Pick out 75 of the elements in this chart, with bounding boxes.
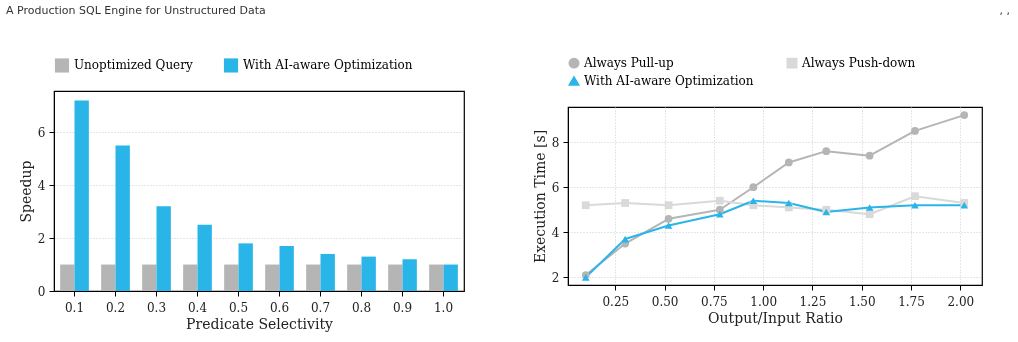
y-tick-label: 6 <box>551 180 560 195</box>
bar <box>60 264 75 291</box>
bar <box>429 264 444 291</box>
text: , , <box>999 4 1010 17</box>
point <box>664 214 673 223</box>
bar <box>183 264 198 291</box>
x-tick-label: 0.2 <box>105 300 126 315</box>
x-tick-label: 2.00 <box>947 294 975 309</box>
bar <box>347 264 362 291</box>
x-tick-label: 1.50 <box>848 294 876 309</box>
bar <box>224 264 239 291</box>
bar <box>156 206 171 291</box>
bar <box>265 264 280 291</box>
bar <box>101 264 116 291</box>
y-axis-title: Speedup <box>17 160 34 223</box>
x-tick-label: 0.5 <box>228 300 249 315</box>
bar <box>238 243 253 291</box>
bar <box>443 264 458 291</box>
y-tick-label: 4 <box>37 178 46 193</box>
point <box>715 196 724 205</box>
point <box>822 147 831 156</box>
point <box>664 222 673 229</box>
bar <box>306 264 321 291</box>
point <box>749 197 758 205</box>
legend-label: With AI-aware Optimization <box>584 74 754 88</box>
bar <box>402 259 417 291</box>
point <box>865 151 874 160</box>
x-tick-label: 0.7 <box>310 300 331 315</box>
point <box>960 111 969 119</box>
bar <box>74 100 89 291</box>
x-tick-label: 1.00 <box>750 294 778 309</box>
bar <box>388 264 403 291</box>
point <box>911 201 919 209</box>
x-tick-label: 1.75 <box>898 294 925 309</box>
y-tick-label: 4 <box>551 225 560 240</box>
x-tick-label: 0.4 <box>187 300 208 315</box>
y-tick-label: 8 <box>551 135 560 150</box>
x-tick-label: 1.25 <box>799 294 827 309</box>
point <box>621 199 630 207</box>
bar <box>142 264 157 291</box>
point <box>865 210 874 219</box>
point <box>664 201 673 210</box>
x-tick-label: 0.1 <box>64 300 85 315</box>
x-tick-label: 0.9 <box>392 300 413 315</box>
x-tick-label: 0.3 <box>146 300 167 315</box>
point <box>581 201 590 210</box>
y-tick-label: 0 <box>37 284 46 299</box>
x-tick-label: 1.0 <box>433 300 454 315</box>
point <box>715 210 724 218</box>
y-tick-label: 6 <box>37 125 46 140</box>
x-axis-title: Predicate Selectivity <box>186 315 334 332</box>
y-axis-title: Execution Time [s] <box>531 129 548 264</box>
point <box>749 183 758 192</box>
point <box>911 192 919 201</box>
x-tick-label: 0.25 <box>602 294 630 309</box>
bar <box>279 246 294 291</box>
x-tick-label: 0.75 <box>701 294 728 309</box>
point <box>784 158 793 167</box>
legend-label: Always Pull-up <box>583 56 674 71</box>
bar <box>115 145 130 291</box>
x-tick-label: 0.8 <box>351 300 372 315</box>
bar <box>320 253 335 291</box>
point <box>911 127 919 135</box>
chart-title: A Production SQL Engine for Unstructured Data <box>6 4 266 17</box>
y-tick-label: 2 <box>37 231 46 246</box>
x-axis-title: Output/Input Ratio <box>708 309 843 326</box>
point <box>865 204 874 211</box>
legend-label: With AI-aware Optimization <box>243 58 413 73</box>
legend-label: Unoptimized Query <box>74 58 193 73</box>
x-tick-label: 0.6 <box>269 300 290 315</box>
bar <box>361 256 376 291</box>
legend-label: Always Push-down <box>801 56 916 71</box>
y-tick-label: 2 <box>551 270 560 285</box>
x-tick-label: 0.50 <box>651 294 679 309</box>
bar <box>197 224 212 291</box>
